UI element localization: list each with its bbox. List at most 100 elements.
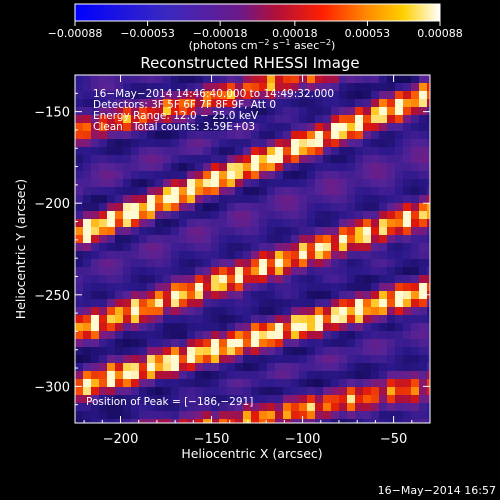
- heatmap-cell: [259, 163, 267, 171]
- heatmap-cell: [291, 251, 299, 259]
- heatmap-cell: [187, 219, 195, 227]
- heatmap-cell: [171, 227, 179, 235]
- heatmap-cell: [259, 283, 267, 291]
- heatmap-cell: [283, 403, 291, 411]
- heatmap-cell: [115, 91, 123, 99]
- heatmap-cell: [403, 371, 411, 379]
- heatmap-cell: [139, 211, 147, 219]
- heatmap-cell: [419, 363, 427, 371]
- heatmap-cell: [211, 83, 219, 91]
- heatmap-cell: [195, 123, 203, 131]
- heatmap-cell: [171, 179, 179, 187]
- heatmap-cell: [427, 171, 430, 179]
- heatmap-cell: [411, 315, 419, 323]
- heatmap-cell: [363, 187, 371, 195]
- heatmap-cell: [291, 139, 299, 147]
- heatmap-cell: [291, 355, 299, 363]
- heatmap-cell: [147, 243, 155, 251]
- heatmap-cell: [187, 107, 195, 115]
- heatmap-cell: [211, 307, 219, 315]
- heatmap-cell: [123, 379, 131, 387]
- heatmap-cell: [99, 371, 107, 379]
- heatmap-cell: [179, 299, 187, 307]
- heatmap-cell: [267, 155, 275, 163]
- plot-frame: [74, 74, 431, 424]
- heatmap-cell: [275, 275, 283, 283]
- heatmap-cell: [283, 235, 291, 243]
- heatmap-cell: [419, 419, 427, 423]
- heatmap-cell: [107, 379, 115, 387]
- heatmap-cell: [403, 115, 411, 123]
- heatmap-cell: [403, 307, 411, 315]
- heatmap-cell: [259, 243, 267, 251]
- heatmap-cell: [115, 347, 123, 355]
- heatmap-cell: [243, 203, 251, 211]
- heatmap-cell: [259, 211, 267, 219]
- heatmap-cell: [131, 243, 139, 251]
- heatmap-cell: [299, 275, 307, 283]
- heatmap-cell: [371, 267, 379, 275]
- heatmap-cell: [323, 155, 331, 163]
- heatmap-cell: [347, 243, 355, 251]
- heatmap-cell: [259, 195, 267, 203]
- heatmap-cell: [427, 307, 430, 315]
- heatmap-cell: [219, 203, 227, 211]
- heatmap-cell: [307, 115, 315, 123]
- heatmap-cell: [235, 259, 243, 267]
- heatmap-cell: [219, 179, 227, 187]
- heatmap-cell: [283, 419, 291, 423]
- colorbar-gradient: [74, 3, 441, 22]
- heatmap-cell: [227, 203, 235, 211]
- heatmap-cell: [139, 155, 147, 163]
- heatmap-cell: [275, 203, 283, 211]
- heatmap-cell: [379, 147, 387, 155]
- heatmap-cell: [267, 275, 275, 283]
- heatmap-cell: [83, 171, 91, 179]
- heatmap-cell: [275, 403, 283, 411]
- heatmap-cell: [139, 307, 147, 315]
- heatmap-cell: [347, 323, 355, 331]
- heatmap-cell: [163, 99, 171, 107]
- heatmap-cell: [331, 363, 339, 371]
- heatmap-cell: [115, 99, 123, 107]
- heatmap-cell: [195, 347, 203, 355]
- heatmap-cell: [315, 155, 323, 163]
- heatmap-cell: [379, 387, 387, 395]
- heatmap-cell: [387, 131, 395, 139]
- heatmap-cell: [243, 323, 251, 331]
- heatmap-cell: [195, 379, 203, 387]
- heatmap-cell: [243, 115, 251, 123]
- heatmap-cell: [203, 291, 211, 299]
- heatmap-cell: [243, 147, 251, 155]
- heatmap-cell: [107, 411, 115, 419]
- heatmap-cell: [203, 299, 211, 307]
- heatmap-cell: [403, 83, 411, 91]
- heatmap-cell: [315, 419, 323, 423]
- heatmap-cell: [75, 115, 83, 123]
- heatmap-cell: [299, 307, 307, 315]
- heatmap-cell: [251, 163, 259, 171]
- heatmap-cell: [139, 147, 147, 155]
- heatmap-cell: [291, 243, 299, 251]
- heatmap-cell: [179, 251, 187, 259]
- heatmap-cell: [251, 275, 259, 283]
- heatmap-cell: [419, 379, 427, 387]
- heatmap-cell: [91, 163, 99, 171]
- heatmap-cell: [267, 267, 275, 275]
- heatmap-cell: [107, 227, 115, 235]
- heatmap-cell: [99, 395, 107, 403]
- heatmap-cell: [75, 131, 83, 139]
- heatmap-cell: [123, 307, 131, 315]
- heatmap-cell: [235, 147, 243, 155]
- heatmap-cell: [107, 251, 115, 259]
- heatmap-cell: [123, 331, 131, 339]
- heatmap-cell: [355, 83, 363, 91]
- heatmap-cell: [411, 131, 419, 139]
- heatmap-cell: [179, 235, 187, 243]
- heatmap-cell: [291, 83, 299, 91]
- heatmap-cell: [195, 387, 203, 395]
- heatmap-cell: [155, 163, 163, 171]
- heatmap-cell: [339, 243, 347, 251]
- heatmap-cell: [323, 243, 331, 251]
- heatmap-cell: [163, 347, 171, 355]
